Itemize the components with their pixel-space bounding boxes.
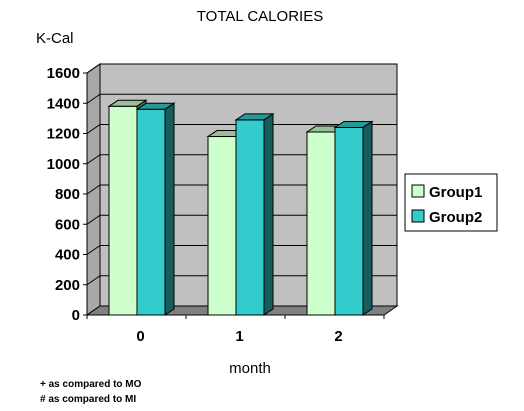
x-axis-label: month (229, 360, 271, 377)
y-tick-label: 1400 (47, 95, 80, 112)
y-tick-label: 1200 (47, 126, 80, 143)
legend-label: Group2 (429, 209, 482, 226)
y-tick-label: 1600 (47, 65, 80, 82)
y-tick-label: 0 (72, 307, 80, 324)
gridline (86, 275, 101, 286)
gridline (86, 214, 101, 225)
bar-group (107, 99, 374, 316)
bar-side (263, 112, 274, 316)
gridline (86, 93, 101, 104)
bar (234, 112, 275, 316)
gridline (86, 245, 101, 255)
y-tick-label: 400 (55, 247, 80, 264)
legend: Group1 Group2 (404, 173, 498, 232)
y-tick-label: 200 (55, 277, 80, 294)
footnote: # as compared to MI (40, 394, 136, 405)
y-axis-label: K-Cal (36, 30, 74, 47)
legend-swatch (411, 184, 425, 198)
bar (135, 102, 176, 316)
gridline (86, 154, 101, 165)
footnote: + as compared to MO (40, 379, 142, 390)
y-tick-label: 1000 (47, 156, 80, 173)
y-axis-ticks: 0 200 400 600 800 1000 1200 1400 1600 (47, 65, 88, 324)
x-tick-label: 2 (334, 328, 342, 345)
gridline (86, 63, 101, 74)
x-tick-label: 1 (235, 328, 243, 345)
x-tick-label: 0 (136, 328, 144, 345)
legend-label: Group1 (429, 184, 482, 201)
bar-front (207, 136, 237, 316)
bar-side (164, 102, 175, 316)
bar-front (235, 119, 265, 316)
y-tick-label: 600 (55, 216, 80, 233)
legend-swatch (411, 209, 425, 223)
gridline (86, 124, 101, 134)
bar-side (362, 120, 373, 316)
y-tick-label: 800 (55, 186, 80, 203)
bar-front (108, 105, 138, 316)
chart-title: TOTAL CALORIES (197, 8, 323, 25)
gridline (86, 184, 101, 195)
bar-front (136, 108, 166, 316)
x-axis-ticks: 0 1 2 (86, 314, 385, 345)
bar (333, 120, 374, 316)
bar-front (306, 131, 336, 316)
bar-front (334, 126, 364, 316)
